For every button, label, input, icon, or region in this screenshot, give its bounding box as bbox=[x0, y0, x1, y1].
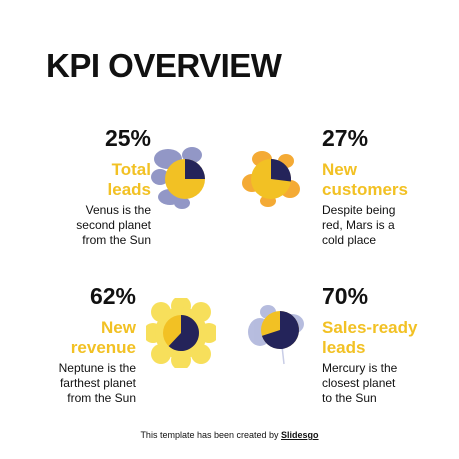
kpi-sales-ready-leads: 70% Sales-ready leads Mercury is the clo… bbox=[322, 282, 417, 406]
kpi-description-line: red, Mars is a bbox=[322, 218, 395, 232]
kpi-new-customers: 27% New customers Despite being red, Mar… bbox=[322, 124, 408, 248]
kpi-new-customers-graphic bbox=[242, 151, 300, 207]
kpi-percent: 62% bbox=[89, 283, 136, 309]
kpi-new-revenue-graphic bbox=[146, 298, 216, 368]
kpi-description-line: farthest planet bbox=[59, 376, 136, 390]
kpi-description-line: Neptune is the bbox=[58, 361, 136, 375]
kpi-label-line: New bbox=[322, 160, 357, 179]
pie-slice bbox=[261, 311, 300, 349]
kpi-label-line: Total bbox=[111, 160, 151, 179]
kpi-description-line: Despite being bbox=[322, 203, 396, 217]
kpi-new-revenue: 62% New revenue Neptune is the farthest … bbox=[59, 282, 136, 406]
kpi-percent: 25% bbox=[104, 125, 151, 151]
kpi-description-line: cold place bbox=[322, 233, 377, 247]
kpi-label-line: customers bbox=[322, 180, 408, 199]
kpi-percent: 70% bbox=[322, 283, 369, 309]
pie-slice bbox=[271, 159, 291, 182]
pie-slice bbox=[185, 159, 205, 179]
kpi-sales-ready-leads-graphic bbox=[248, 305, 304, 365]
kpi-label-line: revenue bbox=[70, 338, 136, 357]
kpi-total-leads-graphic bbox=[151, 147, 205, 209]
kpi-description-line: to the Sun bbox=[322, 391, 377, 405]
footer-credit: This template has been created by Slides… bbox=[0, 430, 459, 440]
page-title: KPI OVERVIEW bbox=[46, 47, 282, 84]
kpi-description-line: from the Sun bbox=[82, 233, 151, 247]
pie-slice bbox=[168, 315, 200, 351]
kpi-label-line: New bbox=[101, 318, 136, 337]
kpi-label-line: leads bbox=[107, 180, 151, 199]
kpi-description-line: from the Sun bbox=[67, 391, 136, 405]
kpi-description-line: closest planet bbox=[322, 376, 396, 390]
footer-brand-link[interactable]: Slidesgo bbox=[281, 430, 319, 440]
kpi-total-leads: 25% Total leads Venus is the second plan… bbox=[76, 124, 151, 248]
kpi-percent: 27% bbox=[322, 125, 369, 151]
kpi-label-line: leads bbox=[322, 338, 366, 357]
kpi-label-line: Sales-ready bbox=[322, 318, 418, 337]
kpi-description-line: Mercury is the bbox=[322, 361, 398, 375]
kpi-description-line: second planet bbox=[76, 218, 151, 232]
footer-prefix: This template has been created by bbox=[140, 430, 282, 440]
kpi-description-line: Venus is the bbox=[85, 203, 151, 217]
